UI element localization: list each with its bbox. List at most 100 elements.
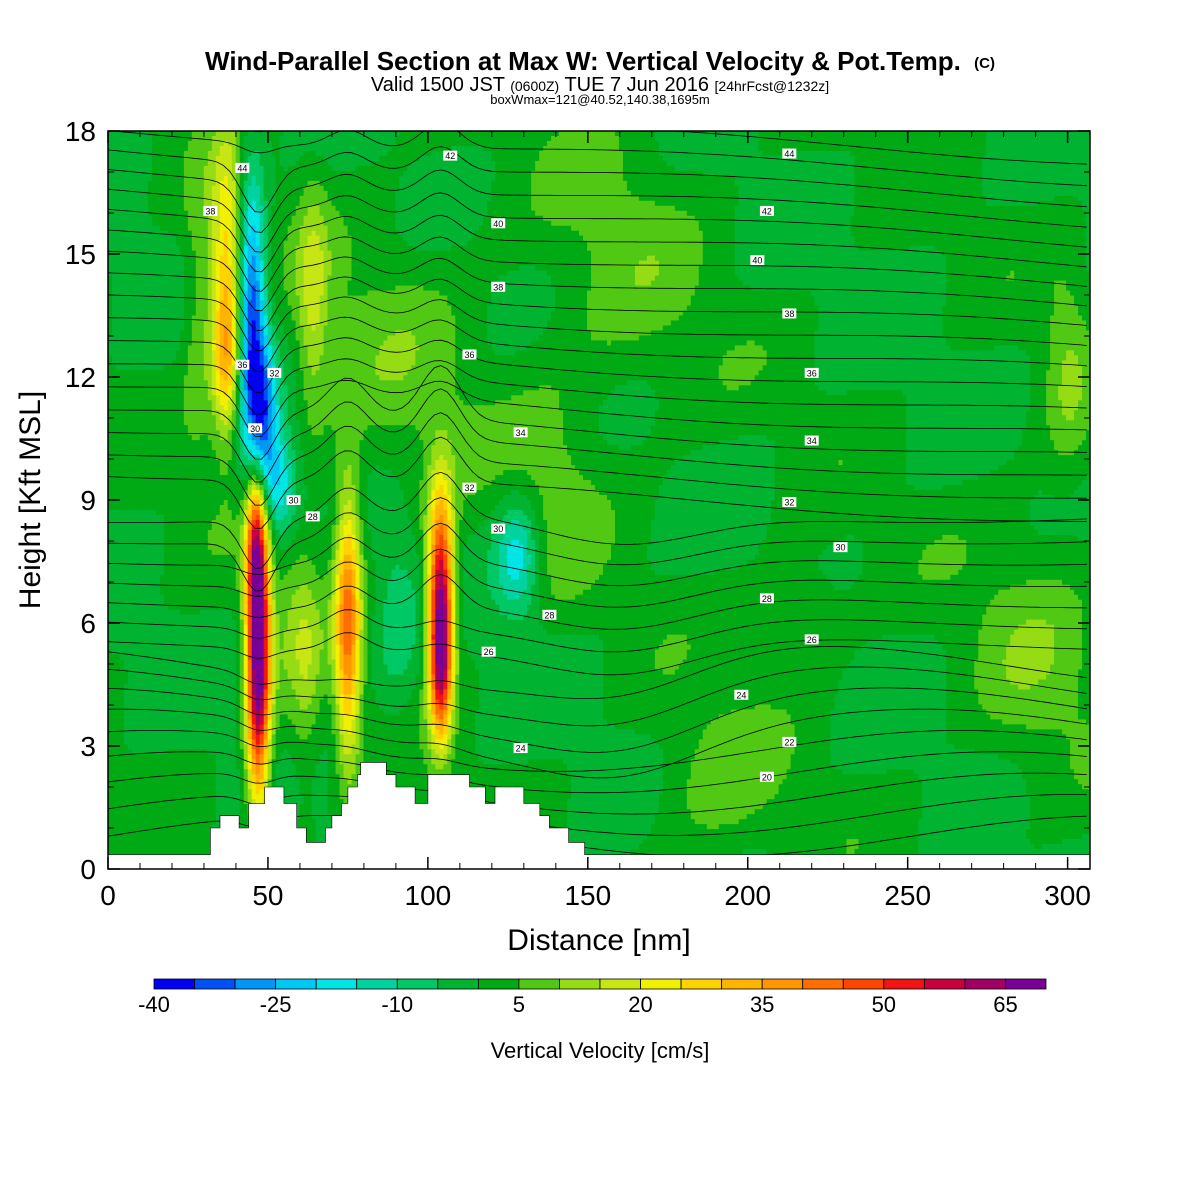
w-cell: [626, 195, 632, 202]
w-cell: [163, 175, 169, 182]
w-cell: [826, 215, 832, 222]
w-cell: [375, 200, 381, 207]
w-cell: [335, 225, 341, 232]
w-cell: [247, 215, 253, 222]
w-cell: [559, 165, 564, 172]
w-cell: [419, 155, 424, 162]
w-cell: [670, 155, 676, 162]
w-cell: [966, 145, 971, 152]
w-cell: [447, 200, 452, 207]
w-cell: [379, 170, 385, 177]
w-cell: [754, 190, 760, 197]
w-cell: [834, 165, 840, 172]
w-cell: [123, 165, 129, 172]
w-cell: [347, 220, 353, 227]
w-cell: [171, 180, 177, 187]
w-cell: [766, 170, 772, 177]
w-cell: [726, 225, 732, 232]
w-cell: [175, 210, 181, 217]
w-cell: [1010, 180, 1015, 187]
w-cell: [802, 190, 808, 197]
w-cell: [167, 230, 173, 237]
w-cell: [834, 200, 840, 207]
w-cell: [151, 225, 157, 232]
w-cell: [646, 155, 652, 162]
w-cell: [231, 140, 237, 147]
w-cell: [1086, 165, 1090, 172]
w-cell: [531, 150, 536, 157]
w-cell: [135, 160, 141, 167]
w-cell: [343, 135, 349, 142]
w-cell: [806, 165, 812, 172]
w-cell: [1050, 185, 1055, 192]
w-cell: [810, 160, 816, 167]
w-cell: [958, 215, 963, 222]
w-cell: [1074, 131, 1079, 137]
w-cell: [698, 170, 704, 177]
w-cell: [187, 180, 193, 187]
w-cell: [866, 140, 872, 147]
w-cell: [826, 150, 832, 157]
w-cell: [403, 185, 408, 192]
w-cell: [339, 225, 345, 232]
w-cell: [187, 190, 193, 197]
w-cell: [678, 140, 684, 147]
w-cell: [754, 145, 760, 152]
w-cell: [167, 140, 173, 147]
w-cell: [710, 190, 716, 197]
w-cell: [307, 180, 313, 187]
w-cell: [842, 205, 848, 212]
w-cell: [403, 170, 408, 177]
w-cell: [1018, 195, 1023, 202]
w-cell: [119, 200, 125, 207]
w-cell: [327, 155, 333, 162]
w-cell: [167, 210, 173, 217]
w-cell: [634, 180, 640, 187]
w-cell: [822, 175, 828, 182]
w-cell: [271, 190, 277, 197]
w-cell: [626, 205, 632, 212]
w-cell: [507, 185, 512, 192]
w-cell: [407, 220, 412, 227]
w-cell: [119, 131, 125, 137]
w-cell: [439, 131, 444, 137]
w-cell: [946, 215, 951, 222]
w-cell: [451, 205, 456, 212]
w-cell: [730, 200, 736, 207]
w-cell: [822, 170, 828, 177]
w-cell: [750, 160, 756, 167]
w-cell: [263, 230, 269, 237]
w-cell: [279, 165, 285, 172]
w-cell: [690, 165, 696, 172]
w-cell: [183, 145, 189, 152]
w-cell: [267, 180, 273, 187]
w-cell: [175, 180, 181, 187]
w-cell: [710, 155, 716, 162]
w-cell: [467, 225, 472, 232]
w-cell: [395, 200, 400, 207]
w-cell: [778, 170, 784, 177]
w-cell: [942, 150, 947, 157]
w-cell: [734, 220, 740, 227]
w-cell: [698, 185, 704, 192]
w-cell: [399, 205, 404, 212]
w-cell: [874, 210, 880, 217]
w-cell: [295, 195, 301, 202]
w-cell: [243, 150, 249, 157]
w-cell: [275, 180, 281, 187]
w-cell: [762, 180, 768, 187]
w-cell: [483, 220, 488, 227]
w-cell: [139, 180, 145, 187]
w-cell: [938, 180, 943, 187]
w-cell: [994, 190, 999, 197]
w-cell: [946, 131, 951, 137]
w-cell: [167, 155, 173, 162]
w-cell: [1002, 190, 1007, 197]
w-cell: [1002, 160, 1007, 167]
w-cell: [1074, 210, 1079, 217]
w-cell: [319, 175, 325, 182]
w-cell: [227, 145, 233, 152]
w-cell: [439, 215, 444, 222]
w-cell: [135, 195, 141, 202]
w-cell: [203, 131, 209, 137]
